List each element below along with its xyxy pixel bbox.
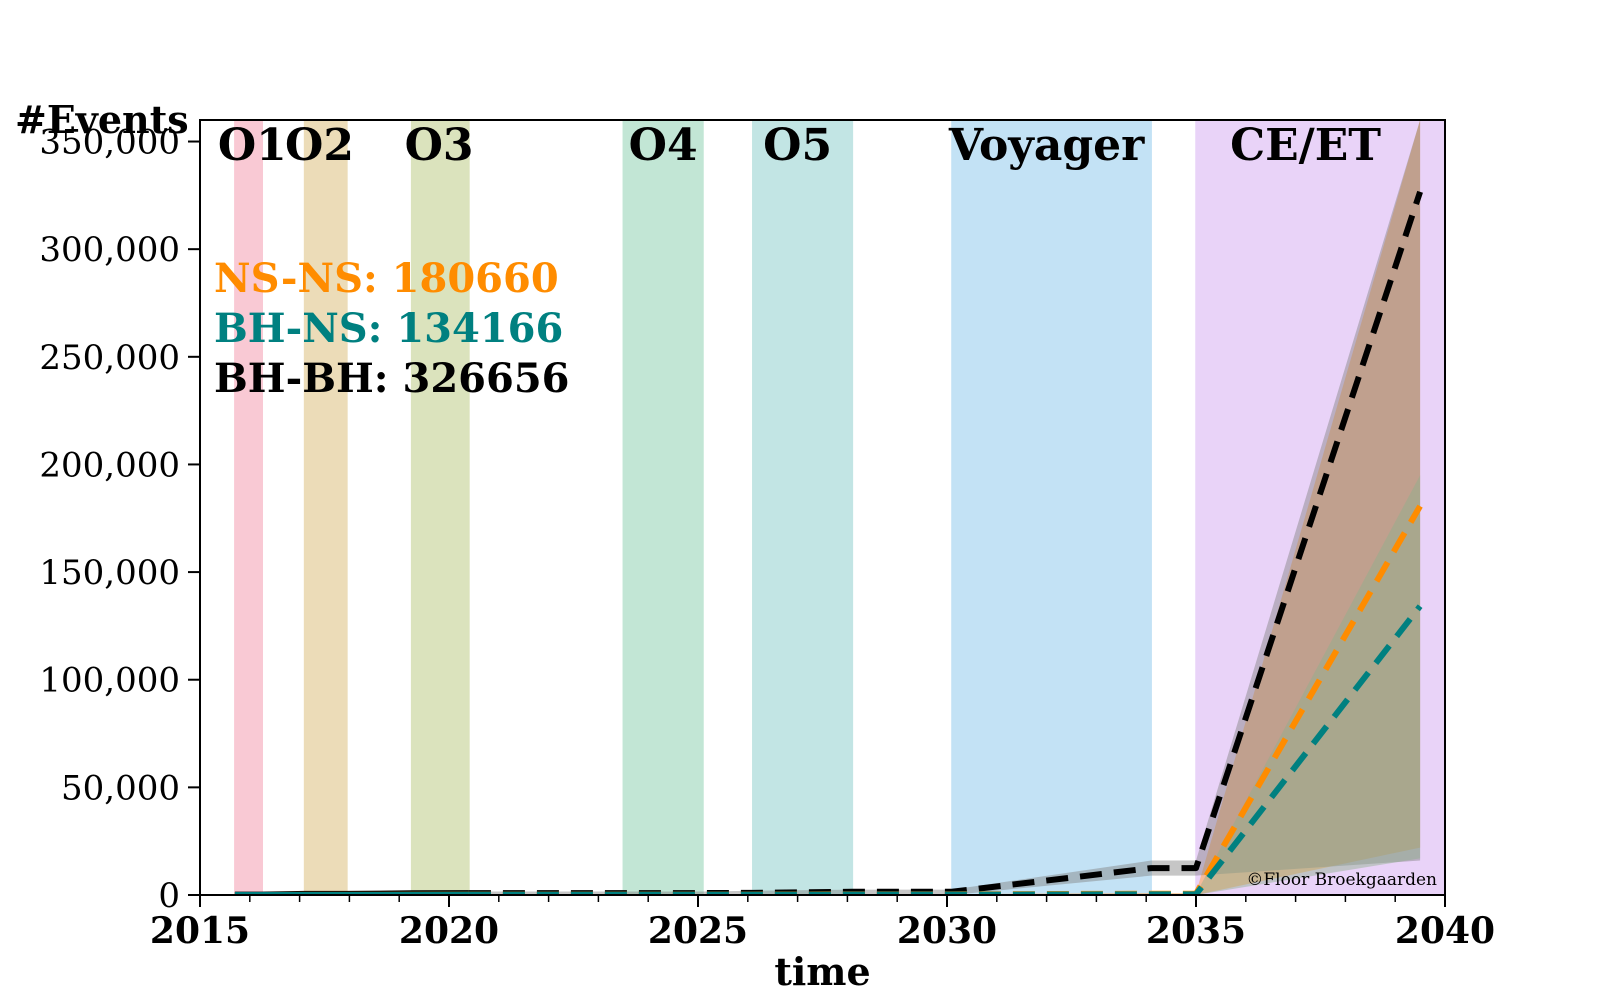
plot-frame (199, 119, 1446, 896)
run-region-o1 (234, 119, 263, 896)
y-tick-label: 200,000 (39, 445, 180, 485)
band-bh-ns (234, 475, 1421, 895)
credit-label: ©Floor Broekgaarden (1246, 870, 1437, 890)
count-label-bh-bh: BH-BH: 326656 (214, 355, 570, 402)
run-label-o1: O1 (218, 120, 287, 171)
x-tick-label: 2035 (1146, 910, 1246, 952)
band-ns-ns (234, 120, 1421, 895)
y-tick-label: 100,000 (39, 661, 180, 701)
run-label-voyager: Voyager (948, 120, 1145, 171)
run-region-o2 (303, 119, 348, 896)
x-tick-label: 2025 (648, 910, 748, 952)
run-region-o4 (622, 119, 704, 896)
x-tick-label: 2020 (399, 910, 499, 952)
uncertainty-bands (234, 120, 1421, 895)
y-tick-label: 0 (158, 876, 180, 916)
run-region-o5 (752, 119, 854, 896)
run-label-o4: O4 (629, 120, 698, 171)
run-label-o2: O2 (285, 120, 354, 171)
y-axis-title: #Events (15, 97, 189, 142)
run-region-o3 (410, 119, 470, 896)
run-label-o5: O5 (763, 120, 832, 171)
count-label-ns-ns: NS-NS: 180660 (214, 255, 559, 302)
y-tick-label: 350,000 (39, 123, 180, 163)
run-label-o3: O3 (405, 120, 474, 171)
x-axis-title: time (774, 949, 870, 994)
y-tick-label: 250,000 (39, 338, 180, 378)
x-tick-label: 2030 (897, 910, 997, 952)
y-tick-label: 150,000 (39, 553, 180, 593)
x-tick-label: 2015 (150, 910, 250, 952)
y-tick-label: 50,000 (61, 768, 180, 808)
x-tick-label: 2040 (1395, 910, 1495, 952)
band-bh-bh (234, 120, 1421, 895)
y-tick-label: 300,000 (39, 230, 180, 270)
count-label-bh-ns: BH-NS: 134166 (214, 305, 563, 352)
axes: 0 50,000 100,000 150,000 200,000 250,000 300,0… (39, 119, 1495, 952)
run-region-voyager (951, 119, 1152, 896)
run-label-ce-et: CE/ET (1230, 120, 1381, 171)
